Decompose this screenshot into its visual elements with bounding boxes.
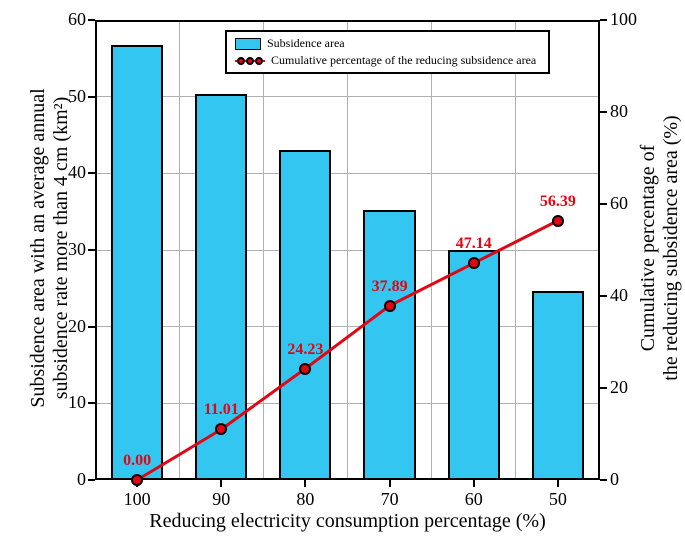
y-left-label-line1: Subsidence area with an average annual	[27, 88, 49, 407]
y-right-tick	[600, 387, 607, 389]
y-left-tick	[88, 96, 95, 98]
y-left-tick	[88, 249, 95, 251]
line-data-label: 11.01	[193, 401, 249, 419]
line-data-label: 37.89	[362, 278, 418, 296]
y-left-tick	[88, 19, 95, 21]
line-marker	[299, 363, 311, 375]
line-data-label: 56.39	[530, 193, 586, 211]
legend-swatch-line	[235, 54, 265, 68]
legend-marker-icon	[255, 57, 263, 65]
x-tick	[473, 480, 475, 487]
x-tick-label: 90	[196, 489, 246, 510]
y-left-axis-label: Subsidence area with an average annualsu…	[27, 18, 73, 478]
x-tick-label: 50	[533, 489, 583, 510]
x-tick-label: 60	[449, 489, 499, 510]
line-data-label: 24.23	[277, 341, 333, 359]
legend-row-line: Cumulative percentage of the reducing su…	[235, 53, 540, 68]
line-marker	[131, 474, 143, 486]
legend-swatch-bar	[235, 38, 261, 50]
y-left-tick	[88, 326, 95, 328]
legend: Subsidence area Cumulative percentage of …	[225, 30, 550, 74]
x-tick	[220, 480, 222, 487]
x-axis-label: Reducing electricity consumption percent…	[95, 510, 600, 533]
line-data-label: 0.00	[109, 452, 165, 470]
legend-text-line: Cumulative percentage of the reducing su…	[271, 53, 536, 68]
y-left-tick	[88, 479, 95, 481]
y-right-tick-label: 0	[610, 469, 650, 490]
x-tick-label: 100	[112, 489, 162, 510]
line-data-label: 47.14	[446, 235, 502, 253]
x-tick	[304, 480, 306, 487]
y-right-axis-label: Cumulative percentage ofthe reducing sub…	[637, 58, 683, 438]
x-tick-label: 80	[280, 489, 330, 510]
line-marker	[384, 300, 396, 312]
line-marker	[468, 257, 480, 269]
plot-area	[95, 20, 600, 480]
x-tick	[389, 480, 391, 487]
y-right-tick	[600, 203, 607, 205]
y-left-tick	[88, 402, 95, 404]
chart-container: 01020304050600204060801001009080706050Re…	[0, 0, 685, 546]
y-right-label-line2: the reducing subsidence area (%)	[660, 115, 682, 380]
x-tick-label: 70	[365, 489, 415, 510]
y-left-tick	[88, 172, 95, 174]
y-right-tick	[600, 479, 607, 481]
x-tick	[557, 480, 559, 487]
legend-marker-icon	[246, 57, 254, 65]
legend-marker-icon	[237, 57, 245, 65]
y-right-tick	[600, 111, 607, 113]
y-right-tick	[600, 295, 607, 297]
legend-text-bars: Subsidence area	[267, 36, 345, 51]
y-right-tick-label: 100	[610, 9, 650, 30]
y-right-label-line1: Cumulative percentage of	[637, 145, 659, 352]
y-left-label-line2: subsidence rate more than 4 cm (km²)	[50, 97, 72, 400]
legend-row-bars: Subsidence area	[235, 36, 540, 51]
line-marker	[552, 215, 564, 227]
y-right-tick	[600, 19, 607, 21]
